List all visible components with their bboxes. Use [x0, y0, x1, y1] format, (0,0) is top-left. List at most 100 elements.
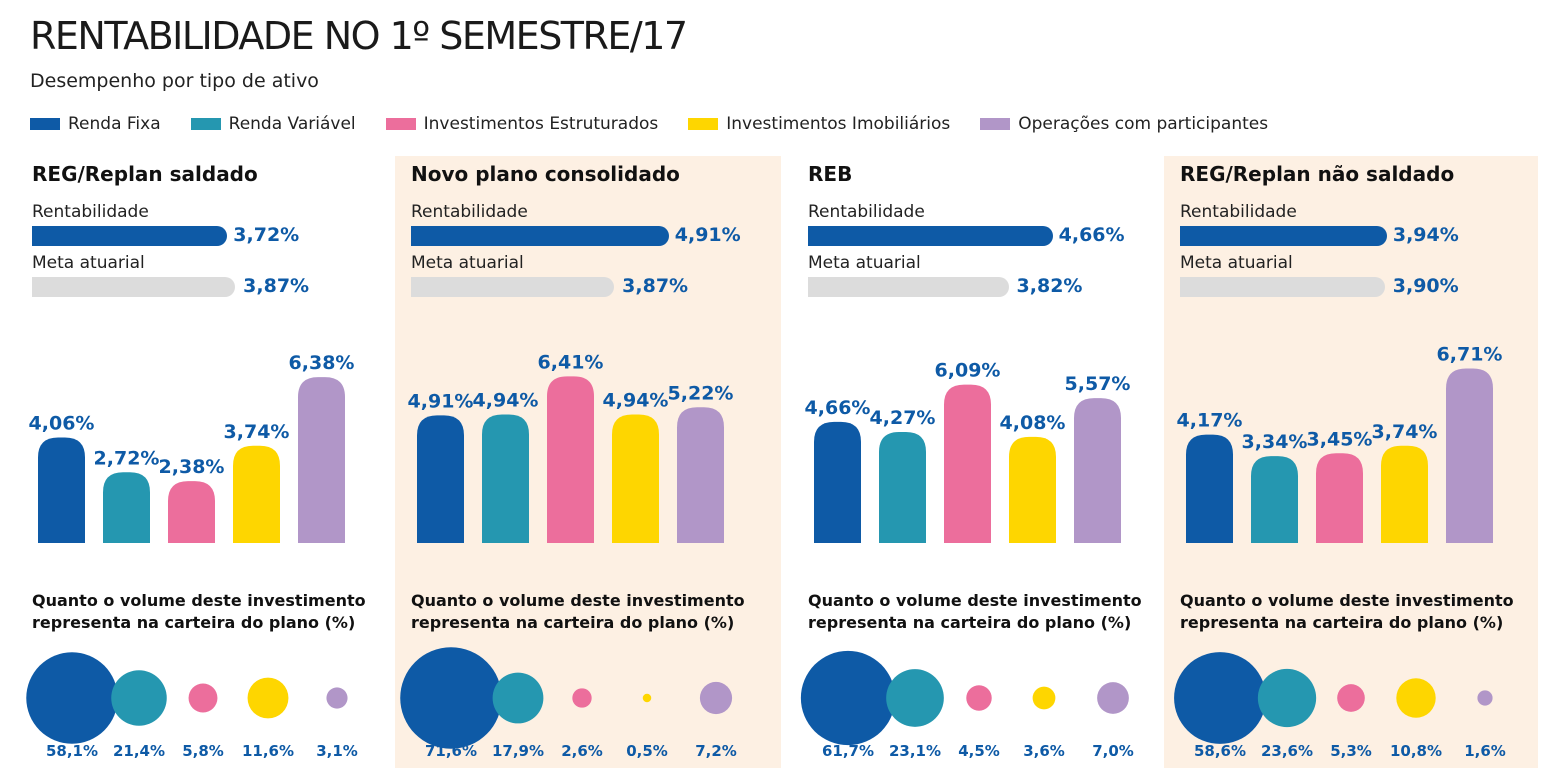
volume-bubble-4 — [1477, 690, 1493, 706]
meta-atuarial-track: 3,87% — [411, 275, 767, 297]
volume-value-label: 23,6% — [1261, 742, 1313, 760]
bar-1 — [1251, 456, 1298, 543]
volume-title: Quanto o volume deste investimento repres… — [1180, 590, 1514, 634]
meta-atuarial-value: 3,82% — [1016, 275, 1083, 297]
meta-atuarial-bar — [1180, 277, 1385, 297]
bar-value-label: 4,17% — [1177, 410, 1243, 432]
bar-4 — [677, 407, 724, 543]
volume-value-label: 7,0% — [1092, 742, 1134, 760]
volume-value-label: 23,1% — [889, 742, 941, 760]
volume-value-label: 3,6% — [1023, 742, 1065, 760]
asset-bar-chart: 4,17%3,34% 3,45% 3,74% 6,71% — [1177, 344, 1503, 543]
bar-3 — [1009, 436, 1056, 543]
volume-bubble-3 — [642, 693, 652, 703]
rentabilidade-bar — [411, 226, 669, 246]
asset-bar-chart: 4,06% 2,72% 2,38% 3,74% 6,38% — [29, 352, 355, 543]
volume-bubble-4 — [1097, 682, 1129, 714]
bar-3 — [233, 445, 280, 543]
volume-bubble-chart: 58,1% 21,4% 5,8% 11,6% 3,1% — [26, 652, 358, 760]
meta-atuarial-label: Meta atuarial — [411, 253, 524, 273]
bar-value-label: 6,71% — [1437, 344, 1503, 366]
volume-value-label: 0,5% — [626, 742, 668, 760]
bar-0 — [417, 415, 464, 543]
bar-1 — [879, 431, 926, 543]
volume-bubble-0 — [26, 652, 118, 744]
volume-title-line1: Quanto o volume deste investimento — [808, 591, 1142, 610]
volume-bubble-4 — [699, 681, 733, 715]
bar-3 — [612, 414, 659, 543]
volume-bubble-0 — [1174, 652, 1266, 744]
volume-value-label: 58,1% — [46, 742, 98, 760]
rentabilidade-bar — [1180, 226, 1387, 246]
volume-title-line2: representa na carteira do plano (%) — [808, 613, 1132, 632]
bar-2 — [168, 481, 215, 543]
meta-atuarial-value: 3,87% — [243, 275, 310, 297]
bar-4 — [298, 377, 345, 543]
bar-value-label: 4,06% — [29, 412, 95, 434]
volume-value-label: 4,5% — [958, 742, 1000, 760]
volume-bubble-2 — [572, 688, 592, 708]
bar-value-label: 5,22% — [668, 382, 734, 404]
volume-bubble-1 — [492, 672, 544, 724]
page-title: RENTABILIDADE NO 1º SEMESTRE/17 — [30, 14, 688, 58]
meta-atuarial-track: 3,87% — [32, 275, 380, 297]
volume-title: Quanto o volume deste investimento repres… — [808, 590, 1142, 634]
panel-reg-replan-nao-saldado: REG/Replan não saldado Rentabilidade 3,94%… — [1164, 156, 1538, 768]
bar-1 — [103, 472, 150, 543]
bar-value-label: 5,57% — [1065, 373, 1131, 395]
bar-value-label: 4,94% — [473, 390, 539, 412]
volume-bubble-0 — [800, 650, 896, 746]
rentabilidade-track: 3,72% — [32, 224, 380, 246]
rentabilidade-bar — [32, 226, 228, 246]
meta-atuarial-value: 3,90% — [1392, 275, 1459, 297]
bar-2 — [1316, 453, 1363, 543]
asset-bar-chart: 4,66% 4,27% 6,09% 4,08% 5,57% — [805, 360, 1131, 543]
panel-title: Novo plano consolidado — [411, 162, 680, 186]
rentabilidade-label: Rentabilidade — [808, 202, 925, 222]
volume-value-label: 1,6% — [1464, 742, 1506, 760]
legend-item-investimentos-estruturados: Investimentos Estruturados — [385, 114, 658, 134]
volume-title-line2: representa na carteira do plano (%) — [411, 613, 735, 632]
volume-bubble-3 — [1032, 686, 1056, 710]
volume-bubble-1 — [886, 669, 944, 727]
bar-2 — [547, 376, 594, 543]
bar-1 — [482, 414, 529, 543]
volume-value-label: 7,2% — [695, 742, 737, 760]
legend-swatch — [688, 118, 719, 130]
rentabilidade-label: Rentabilidade — [32, 202, 149, 222]
legend-swatch — [30, 118, 60, 130]
rentabilidade-value: 3,72% — [233, 224, 300, 246]
volume-value-label: 17,9% — [492, 742, 544, 760]
bar-0 — [814, 421, 861, 543]
bar-value-label: 4,27% — [870, 407, 936, 429]
meta-atuarial-bar — [32, 277, 236, 297]
volume-bubble-2 — [188, 683, 218, 713]
legend-swatch — [385, 118, 416, 130]
bar-0 — [1186, 434, 1233, 543]
meta-atuarial-bar — [808, 277, 1009, 297]
volume-value-label: 5,8% — [182, 742, 224, 760]
rentabilidade-track: 3,94% — [1180, 224, 1524, 246]
volume-value-label: 21,4% — [113, 742, 165, 760]
rentabilidade-label: Rentabilidade — [411, 202, 528, 222]
legend-item-renda-variavel: Renda Variável — [190, 114, 356, 134]
panel-novo-plano-consolidado: Novo plano consolidado Rentabilidade 4,91%… — [395, 156, 781, 768]
bar-value-label: 3,74% — [224, 421, 290, 443]
bar-value-label: 3,45% — [1307, 428, 1373, 450]
volume-title-line1: Quanto o volume deste investimento — [411, 591, 745, 610]
volume-bubble-1 — [1257, 668, 1317, 728]
volume-value-label: 11,6% — [242, 742, 294, 760]
meta-atuarial-track: 3,90% — [1180, 275, 1524, 297]
bar-value-label: 6,38% — [289, 352, 355, 374]
bar-2 — [944, 384, 991, 543]
volume-bubble-3 — [1396, 678, 1436, 718]
bar-value-label: 3,74% — [1372, 421, 1438, 443]
bar-value-label: 2,72% — [94, 447, 160, 469]
panel-reb: REB Rentabilidade 4,66% Meta atuarial 3,82% 4… — [792, 156, 1162, 768]
volume-bubble-0 — [400, 647, 502, 749]
bar-value-label: 3,34% — [1242, 431, 1308, 453]
bar-4 — [1446, 368, 1493, 543]
volume-title: Quanto o volume deste investimento repres… — [32, 590, 366, 634]
legend-label: Renda Fixa — [68, 114, 161, 134]
rentabilidade-value: 4,91% — [674, 224, 741, 246]
